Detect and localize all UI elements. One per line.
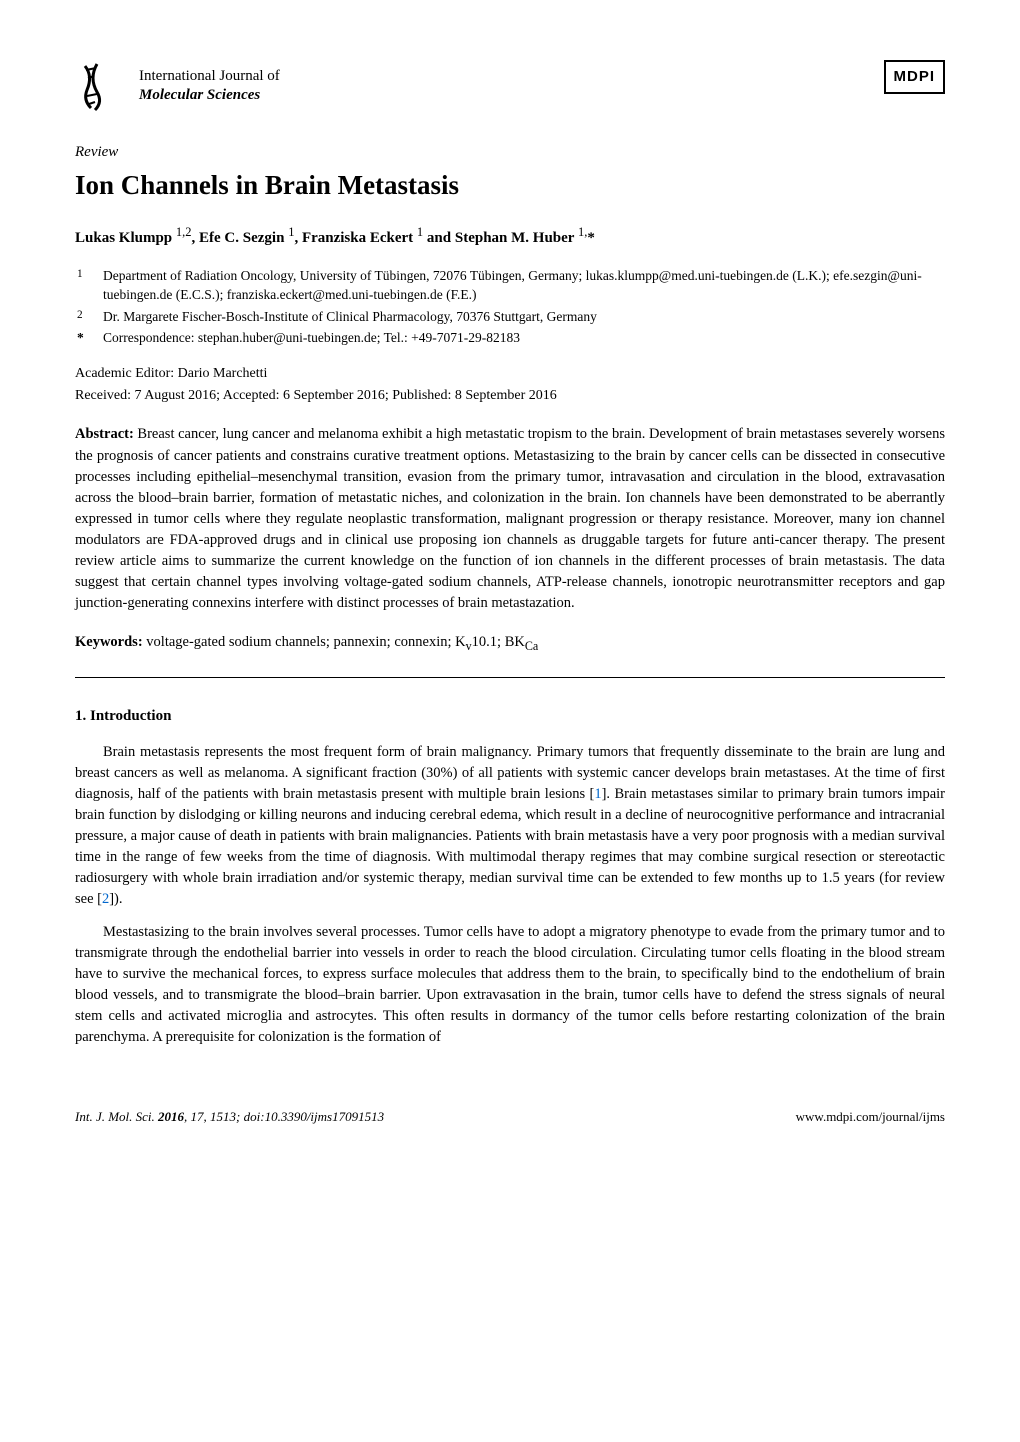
journal-logo-icon: [75, 60, 127, 112]
abstract-block: Abstract: Breast cancer, lung cancer and…: [75, 424, 945, 613]
abstract-text: Breast cancer, lung cancer and melanoma …: [75, 426, 945, 610]
keywords-text: voltage-gated sodium channels; pannexin;…: [143, 634, 539, 650]
affiliation-text: Department of Radiation Oncology, Univer…: [103, 266, 945, 305]
affiliation-marker: 2: [77, 307, 91, 327]
affiliation-text: Correspondence: stephan.huber@uni-tuebin…: [103, 328, 520, 348]
keywords-label: Keywords:: [75, 634, 143, 650]
article-type: Review: [75, 142, 945, 164]
affiliation-row: * Correspondence: stephan.huber@uni-tueb…: [103, 328, 945, 348]
affiliation-marker: *: [77, 328, 91, 348]
authors-line: Lukas Klumpp 1,2, Efe C. Sezgin 1, Franz…: [75, 223, 945, 250]
body-paragraph: Brain metastasis represents the most fre…: [75, 742, 945, 910]
journal-name-line1: International Journal of: [139, 67, 280, 87]
affiliation-row: 1 Department of Radiation Oncology, Univ…: [103, 266, 945, 305]
article-dates: Received: 7 August 2016; Accepted: 6 Sep…: [75, 386, 945, 406]
journal-block: International Journal of Molecular Scien…: [75, 60, 280, 112]
page-header: International Journal of Molecular Scien…: [75, 60, 945, 112]
footer-citation: Int. J. Mol. Sci. 2016, 17, 1513; doi:10…: [75, 1108, 384, 1127]
journal-name-line2: Molecular Sciences: [139, 86, 280, 106]
publisher-logo: MDPI: [884, 60, 946, 94]
journal-name: International Journal of Molecular Scien…: [139, 67, 280, 106]
keywords-block: Keywords: voltage-gated sodium channels;…: [75, 632, 945, 655]
affiliation-marker: 1: [77, 266, 91, 305]
section-heading: 1. Introduction: [75, 706, 945, 728]
affiliation-text: Dr. Margarete Fischer-Bosch-Institute of…: [103, 307, 597, 327]
footer-url: www.mdpi.com/journal/ijms: [796, 1108, 945, 1127]
section-divider: [75, 677, 945, 678]
page-footer: Int. J. Mol. Sci. 2016, 17, 1513; doi:10…: [75, 1108, 945, 1127]
affiliation-row: 2 Dr. Margarete Fischer-Bosch-Institute …: [103, 307, 945, 327]
academic-editor: Academic Editor: Dario Marchetti: [75, 364, 945, 384]
affiliations-block: 1 Department of Radiation Oncology, Univ…: [75, 266, 945, 348]
abstract-label: Abstract:: [75, 426, 134, 442]
body-paragraph: Mestastasizing to the brain involves sev…: [75, 922, 945, 1048]
article-title: Ion Channels in Brain Metastasis: [75, 166, 945, 205]
